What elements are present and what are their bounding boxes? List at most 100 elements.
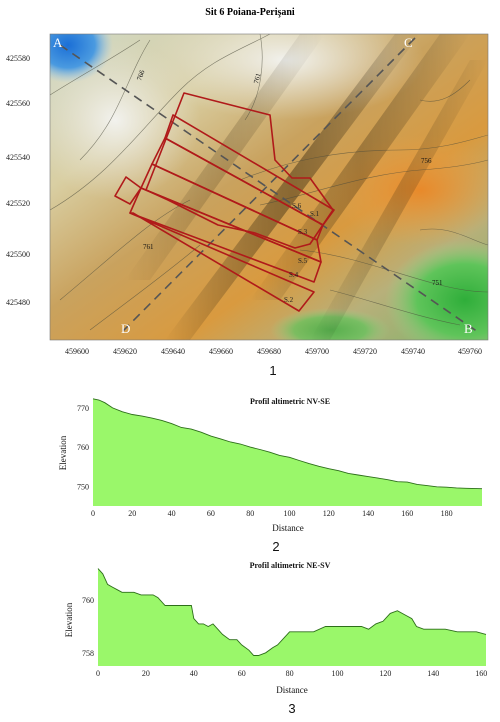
contour-label: 761 (143, 243, 154, 251)
profile-2-x-tick-label: 120 (379, 669, 391, 678)
contour-line (59, 199, 191, 301)
map-y-tick-label: 425520 (6, 199, 30, 208)
map-x-tick-label: 459680 (257, 347, 281, 356)
profile-2-x-tick-label: 140 (427, 669, 439, 678)
contour-label: 766 (135, 69, 146, 82)
contour-label: 761 (252, 72, 263, 85)
profile-point-c: C (404, 35, 413, 50)
map-title: Sit 6 Poiana-Perişani (205, 7, 295, 18)
contour-line (299, 249, 488, 293)
profile-2-x-tick-label: 20 (142, 669, 150, 678)
map-x-tick-label: 459700 (305, 347, 329, 356)
profile-1-xlabel: Distance (272, 523, 304, 533)
terrain-map: 766 761 756 761 751 S.1 S.3 S.5 S.4 S.2 … (50, 34, 488, 340)
section-s6 (114, 176, 142, 205)
profile-2-xlabel: Distance (276, 685, 308, 695)
profile-1-x-tick-label: 60 (207, 509, 215, 518)
section-label: S.2 (284, 296, 294, 304)
map-x-tick-label: 459600 (65, 347, 89, 356)
profile-point-d: D (121, 321, 130, 336)
map-x-tick-label: 459620 (113, 347, 137, 356)
contour-line (329, 289, 461, 326)
section-label: S.4 (289, 271, 299, 279)
contour-line (89, 244, 201, 331)
profile-1-x-tick-label: 40 (168, 509, 176, 518)
profile-1-x-tick-label: 0 (91, 509, 95, 518)
profile-1-y-tick-label: 760 (77, 443, 89, 452)
map-x-tick-label: 459720 (353, 347, 377, 356)
contour-label: 751 (432, 279, 443, 287)
contour-line (50, 39, 141, 96)
map-y-tick-label: 425580 (6, 54, 30, 63)
profile-1-x-tick-label: 160 (401, 509, 413, 518)
map-y-tick-label: 425500 (6, 250, 30, 259)
map-y-tick-label: 425560 (6, 99, 30, 108)
green-lowland (385, 240, 488, 340)
profile-1-y-tick-label: 770 (77, 404, 89, 413)
section-label: S.6 (292, 202, 302, 210)
profile-chart-nv-se: Profil altimetric NV-SE 0 20 40 60 80 100 120 1… (58, 397, 483, 554)
section-s2 (129, 212, 315, 312)
profile-1-x-tick-label: 120 (323, 509, 335, 518)
profile-1-x-tick-label: 180 (441, 509, 453, 518)
profile-2-x-tick-label: 60 (238, 669, 246, 678)
profile-2-x-tick-label: 0 (96, 669, 100, 678)
profile-2-ylabel: Elevation (64, 602, 74, 637)
figure-number-3: 3 (288, 701, 295, 716)
section-label: S.5 (298, 257, 308, 265)
map-x-tick-label: 459740 (401, 347, 425, 356)
section-s4 (129, 187, 322, 283)
contour-line (244, 34, 263, 121)
profile-chart-ne-sv: Profil altimetric NE-SV 0 20 40 60 80 100 120 1… (64, 561, 487, 716)
profile-2-y-tick-label: 760 (82, 596, 94, 605)
profile-1-x-tick-label: 140 (362, 509, 374, 518)
ridge-shade-1 (165, 34, 420, 340)
profile-1-area (93, 398, 482, 506)
profile-2-x-tick-label: 40 (190, 669, 198, 678)
profile-2-y-tick-label: 758 (82, 649, 94, 658)
profile-1-x-tick-label: 80 (246, 509, 254, 518)
ridge-shade-2 (250, 34, 470, 300)
figure-number-2: 2 (272, 539, 279, 554)
profile-2-title: Profil altimetric NE-SV (250, 561, 331, 570)
section-label: S.3 (298, 228, 308, 236)
profile-point-b: B (464, 321, 473, 336)
profile-2-x-tick-label: 80 (286, 669, 294, 678)
profile-2-outline (97, 568, 487, 656)
profile-1-ticks: 0 20 40 60 80 100 120 140 160 180 750 760 770 (77, 404, 453, 518)
profile-2-x-tick-label: 100 (332, 669, 344, 678)
hillshade-ridges (125, 34, 488, 340)
contour-line (259, 159, 488, 206)
contour-line (419, 79, 471, 102)
profile-lines (59, 37, 479, 335)
contour-line (419, 228, 488, 246)
contour-line (79, 39, 151, 161)
ridge-shade-4 (310, 60, 488, 340)
contour-lines (50, 34, 488, 331)
map-frame (49, 33, 489, 341)
map-y-tick-label: 425540 (6, 153, 30, 162)
profile-1-x-tick-label: 100 (284, 509, 296, 518)
map-y-tick-label: 425480 (6, 298, 30, 307)
profile-line-cd (119, 37, 416, 335)
light-slope (50, 40, 200, 200)
map-x-tick-label: 459660 (209, 347, 233, 356)
profile-2-area (98, 568, 486, 666)
section-outline (145, 92, 334, 249)
profile-1-x-tick-label: 20 (128, 509, 136, 518)
profile-line-ab (59, 44, 479, 333)
contour-label: 756 (421, 157, 432, 165)
profile-1-outline (92, 398, 483, 490)
profile-point-a: A (53, 35, 63, 50)
ridge-shade-3 (125, 34, 325, 280)
map-x-tick-label: 459640 (161, 347, 185, 356)
contour-line (50, 34, 271, 211)
map-y-axis: 425580 425560 425540 425520 425500 42548… (6, 54, 30, 307)
map-x-axis: 459600 459620 459640 459660 459680 45970… (65, 347, 482, 356)
excavation-sections (114, 92, 335, 312)
section-label: S.1 (310, 210, 320, 218)
profile-2-x-tick-label: 160 (475, 669, 487, 678)
map-x-tick-label: 459760 (458, 347, 482, 356)
profile-1-y-tick-label: 750 (77, 482, 89, 491)
